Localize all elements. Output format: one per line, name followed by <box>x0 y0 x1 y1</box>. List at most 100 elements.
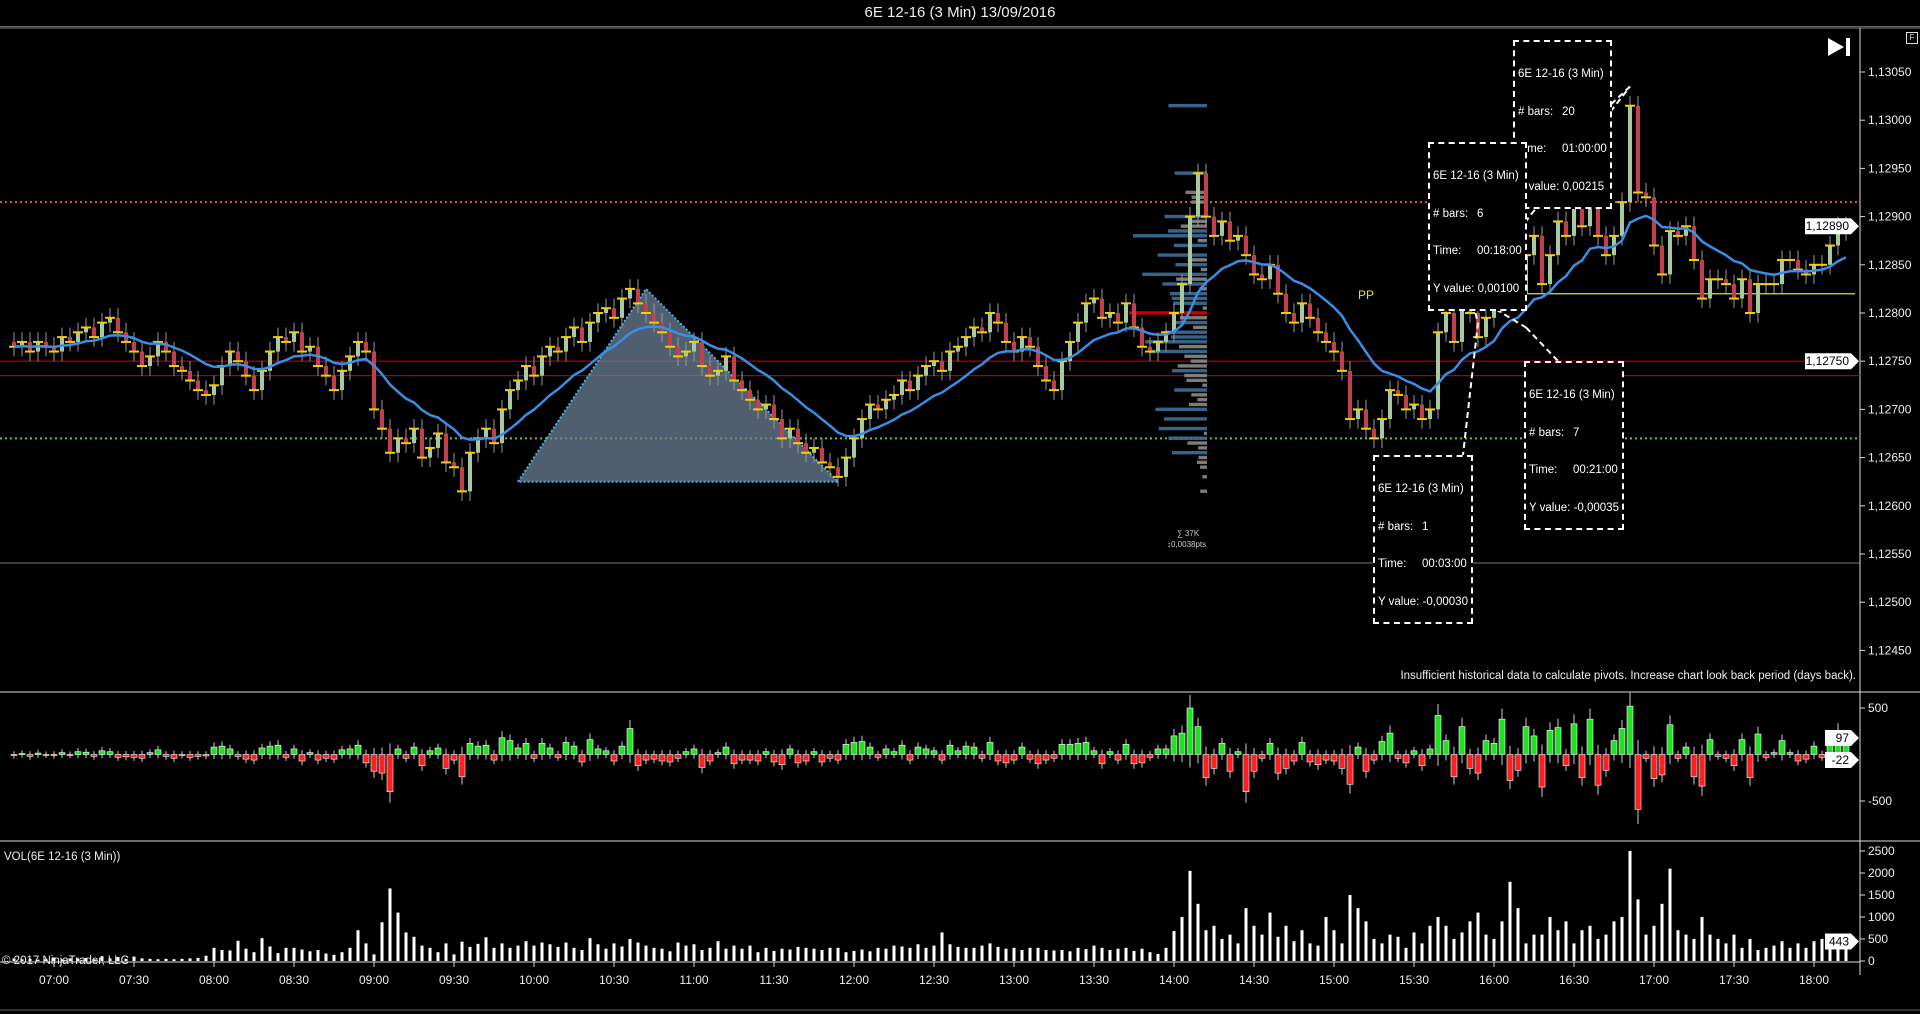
delta-bar <box>242 754 250 760</box>
delta-bar <box>874 754 882 758</box>
candle-body <box>1652 197 1656 246</box>
candle-body <box>132 341 136 352</box>
candle-body <box>1244 235 1248 256</box>
ruler-box-6-bars[interactable]: 6E 12-16 (3 Min) # bars: 6 Time: 00:18:00 … <box>1428 142 1527 311</box>
volume-bar <box>1540 934 1544 961</box>
candle-body <box>1140 327 1144 347</box>
volume-bar <box>588 938 592 961</box>
candle-body <box>1324 332 1328 342</box>
profile-bar <box>1190 359 1207 363</box>
volume-bar <box>332 954 336 961</box>
candle-body <box>100 322 104 338</box>
volume-bar <box>428 947 432 961</box>
delta-bar <box>650 754 658 760</box>
delta-bar <box>154 749 162 755</box>
volume-bar <box>508 947 512 961</box>
delta-bar <box>1354 746 1362 755</box>
profile-bar <box>1198 446 1207 450</box>
candle-body <box>1604 235 1608 256</box>
candle-body <box>516 380 520 391</box>
volume-bar <box>1172 931 1176 961</box>
delta-bar <box>178 754 186 756</box>
pivot-message: Insufficient historical data to calculat… <box>1400 670 1856 682</box>
delta-bar <box>450 754 458 761</box>
candle-body <box>804 443 808 453</box>
candle-body <box>180 366 184 371</box>
delta-bar <box>466 743 474 755</box>
volume-bar <box>444 943 448 961</box>
delta-bar <box>106 751 114 755</box>
candle-body <box>956 346 960 352</box>
volume-bar <box>252 952 256 961</box>
profile-bar <box>1179 316 1207 320</box>
candle-body <box>588 322 592 342</box>
candle-body <box>1692 226 1696 260</box>
delta-bar <box>986 742 994 755</box>
delta-bar <box>1634 754 1642 810</box>
candle-body <box>652 313 656 323</box>
ruler-box-7-bars[interactable]: 6E 12-16 (3 Min) # bars: 7 Time: 00:21:00 … <box>1524 361 1624 530</box>
candle-body <box>1684 226 1688 236</box>
volume-bar <box>412 936 416 961</box>
delta-bar <box>530 754 538 759</box>
volume-bar <box>300 949 304 961</box>
delta-bar <box>1434 715 1442 755</box>
volume-bar <box>1076 947 1080 961</box>
volume-bar <box>36 959 40 961</box>
delta-bar <box>1802 754 1810 760</box>
candle-body <box>244 361 248 376</box>
delta-bar <box>1282 754 1290 769</box>
delta-bar <box>1266 743 1274 755</box>
volume-bar <box>580 950 584 961</box>
volume-bar <box>212 947 216 961</box>
delta-bar <box>458 754 466 778</box>
delta-bar <box>1602 754 1610 771</box>
delta-bar <box>674 754 682 759</box>
y-value: -0,00030 <box>1422 595 1468 608</box>
time-tick-label: 09:30 <box>439 973 469 987</box>
delta-bar <box>1506 754 1514 781</box>
volume-bar <box>1300 930 1304 961</box>
volume-bar <box>852 950 856 961</box>
time-tick-label: 07:30 <box>119 973 149 987</box>
ruler-box-1-bar[interactable]: 6E 12-16 (3 Min) # bars: 1 Time: 00:03:00 … <box>1373 455 1473 624</box>
delta-bar <box>306 752 314 755</box>
ruler-box-20-bars[interactable]: 6E 12-16 (3 Min) # bars: 20 Time: 01:00:00… <box>1513 40 1612 209</box>
skip-to-end-icon[interactable] <box>1826 36 1852 58</box>
profile-bar <box>1174 388 1207 392</box>
candle-body <box>564 337 568 352</box>
volume-bar <box>1132 950 1136 961</box>
candle-body <box>1628 105 1632 203</box>
volume-bar <box>1756 950 1760 961</box>
delta-tick-label: 500 <box>1868 701 1888 715</box>
volume-bar <box>1556 930 1560 961</box>
window-title: 6E 12-16 (3 Min) 13/09/2016 <box>0 0 1920 27</box>
price-marker: 1,12890 <box>1806 219 1850 233</box>
volume-bar <box>1820 939 1824 961</box>
candle-body <box>756 399 760 410</box>
delta-bar <box>1666 724 1674 755</box>
volume-bar <box>1396 936 1400 961</box>
profile-bar <box>1149 349 1207 354</box>
delta-bar <box>778 754 786 766</box>
candle-body <box>1348 370 1352 420</box>
time-tick-label: 14:30 <box>1239 973 1269 987</box>
delta-bar <box>906 754 914 761</box>
triangle-drawing[interactable] <box>516 287 841 483</box>
candle-body <box>612 308 616 318</box>
volume-bar <box>964 947 968 961</box>
volume-bar <box>1604 934 1608 961</box>
candle-body <box>1388 390 1392 420</box>
volume-bar <box>1636 899 1640 961</box>
profile-bar <box>1142 272 1207 277</box>
candle-body <box>1012 341 1016 352</box>
f-button[interactable]: F <box>1906 32 1918 44</box>
price-tick-label: 1,12450 <box>1868 643 1912 657</box>
profile-bar <box>1199 287 1207 291</box>
candle-body <box>580 327 584 342</box>
price-tick-label: 1,12650 <box>1868 451 1912 465</box>
delta-bar <box>1274 754 1282 774</box>
volume-bar <box>1012 947 1016 961</box>
candle-body <box>868 404 872 420</box>
